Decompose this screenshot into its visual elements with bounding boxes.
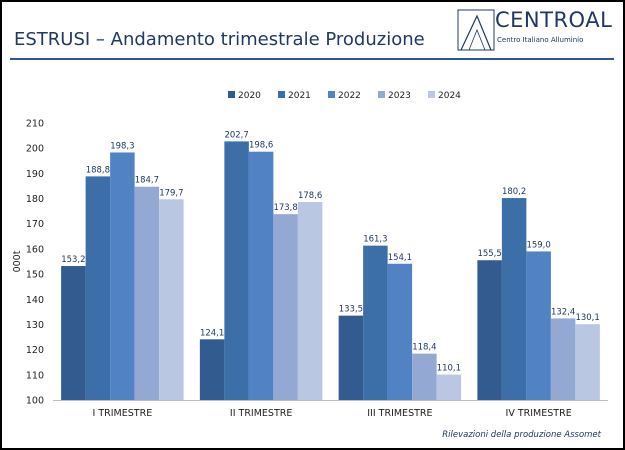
bar-2022-4 (526, 251, 551, 400)
source-note: Rilevazioni della produzione Assomet (442, 430, 601, 440)
data-label: 130,1 (575, 313, 599, 323)
y-axis-label: 000t (12, 250, 23, 272)
data-label: 202,7 (224, 130, 248, 140)
y-tick-label: 100 (26, 396, 44, 407)
data-label: 178,6 (298, 191, 322, 201)
bar-2024-4 (575, 324, 600, 400)
legend-swatch-2020 (228, 91, 235, 98)
page-title: ESTRUSI – Andamento trimestrale Produzio… (14, 29, 425, 50)
data-label: 179,7 (159, 188, 183, 198)
bar-2021-2 (224, 141, 249, 400)
y-tick-label: 200 (26, 144, 44, 155)
bar-2020-4 (477, 260, 502, 400)
legend-label: 2020 (238, 91, 261, 101)
data-label: 161,3 (363, 235, 387, 245)
bar-2023-2 (273, 214, 298, 400)
y-tick-label: 140 (26, 295, 44, 306)
data-label: 153,2 (61, 255, 85, 265)
bar-2022-3 (387, 263, 413, 400)
y-tick-label: 180 (26, 194, 44, 205)
x-category-label: IV TRIMESTRE (506, 408, 572, 419)
data-label: 184,7 (135, 176, 159, 186)
bar-2022-1 (110, 152, 135, 400)
y-tick-label: 120 (26, 345, 44, 356)
y-tick-label: 170 (26, 219, 44, 230)
y-tick-label: 160 (26, 244, 44, 255)
chart-legend: 2020 2021 2022 2023 2024 (228, 91, 461, 101)
bar-2024-1 (159, 199, 184, 400)
legend-swatch-2021 (278, 91, 285, 98)
bar-2023-3 (412, 353, 437, 400)
logo-name: CENTROAL (495, 8, 613, 32)
data-label: 133,5 (339, 305, 363, 315)
legend-swatch-2024 (428, 91, 435, 98)
bar-2021-3 (363, 245, 388, 400)
bar-2023-4 (550, 318, 576, 400)
y-tick-label: 190 (26, 169, 44, 180)
y-tick-label: 110 (26, 370, 44, 381)
data-label: 198,3 (110, 141, 134, 151)
bar-2022-2 (248, 151, 274, 400)
legend-label: 2024 (438, 91, 461, 101)
legend-swatch-2022 (328, 91, 335, 98)
x-category-label: II TRIMESTRE (230, 408, 292, 419)
y-tick-label: 130 (26, 320, 44, 331)
x-axis: I TRIMESTRE II TRIMESTRE III TRIMESTRE IV T… (53, 400, 608, 419)
data-label: 155,5 (477, 249, 501, 259)
bar-2024-2 (297, 202, 323, 400)
title-divider (10, 58, 614, 60)
bar-2021-4 (501, 198, 527, 400)
y-tick-label: 150 (26, 270, 44, 281)
data-label: 188,8 (86, 165, 110, 175)
bar-2020-1 (61, 266, 86, 400)
legend-label: 2023 (388, 91, 411, 101)
bar-2023-1 (134, 186, 160, 400)
x-category-label: III TRIMESTRE (367, 408, 432, 419)
centroal-logo-icon (457, 9, 495, 51)
data-label: 118,4 (412, 343, 436, 353)
logo-subtitle: Centro Italiano Alluminio (497, 36, 584, 44)
data-label: 110,1 (437, 364, 461, 374)
y-tick-label: 210 (26, 119, 44, 130)
bar-2020-2 (199, 339, 225, 400)
legend-label: 2022 (338, 91, 361, 101)
data-label: 198,6 (249, 141, 273, 151)
bar-2020-3 (338, 315, 364, 400)
bar-2021-1 (85, 176, 111, 400)
data-label: 124,1 (200, 328, 224, 338)
y-axis: 100 110 120 130 140 150 160 170 180 190 200 210 000t (12, 119, 44, 407)
data-label: 159,0 (526, 240, 550, 250)
data-label: 180,2 (502, 187, 526, 197)
data-label: 132,4 (551, 307, 575, 317)
data-label: 173,8 (273, 203, 297, 213)
x-category-label: I TRIMESTRE (93, 408, 153, 419)
bar-2024-3 (436, 374, 462, 400)
data-label: 154,1 (388, 253, 412, 263)
legend-label: 2021 (288, 91, 311, 101)
legend-swatch-2023 (378, 91, 385, 98)
